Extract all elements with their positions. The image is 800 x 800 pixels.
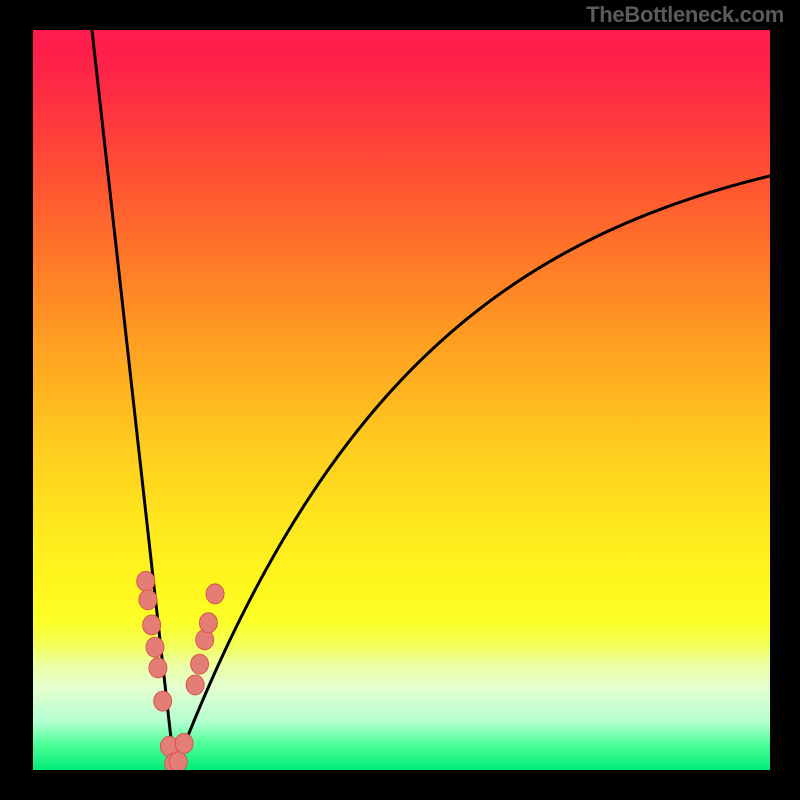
data-marker bbox=[139, 590, 157, 610]
data-marker bbox=[186, 675, 204, 695]
data-marker bbox=[191, 654, 209, 674]
data-marker bbox=[175, 733, 193, 753]
data-marker bbox=[146, 637, 164, 657]
data-marker bbox=[149, 658, 167, 678]
bottleneck-chart-svg bbox=[33, 30, 770, 770]
gradient-background bbox=[33, 30, 770, 770]
data-marker bbox=[169, 752, 187, 770]
data-marker bbox=[206, 584, 224, 604]
data-marker bbox=[143, 615, 161, 635]
data-marker bbox=[154, 691, 172, 711]
chart-plot-area bbox=[33, 30, 770, 770]
data-marker bbox=[199, 613, 217, 633]
data-marker bbox=[137, 571, 155, 591]
watermark-label: TheBottleneck.com bbox=[586, 2, 784, 28]
